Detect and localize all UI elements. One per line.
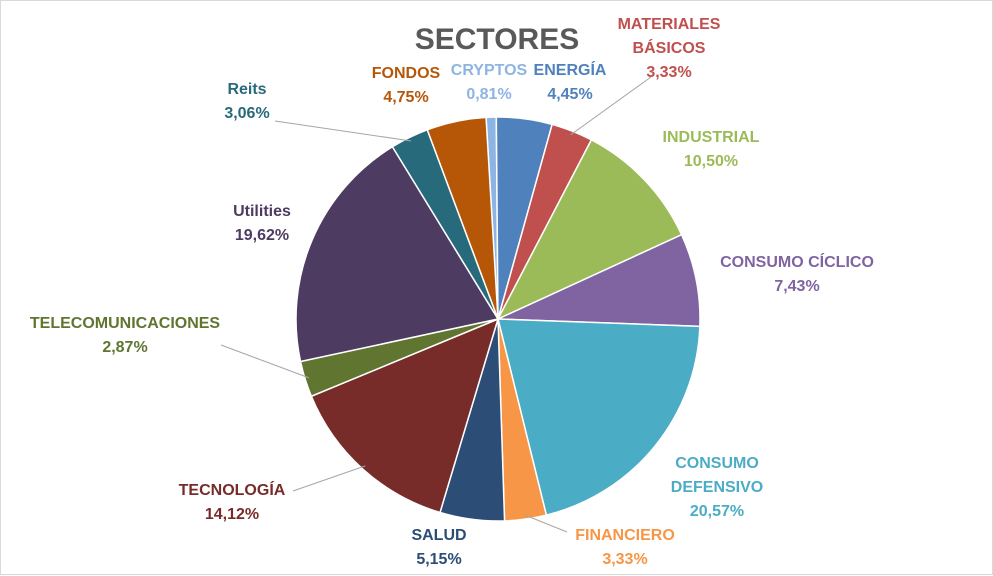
slice-percent: 3,33% (646, 64, 691, 81)
chart-title: SECTORES (415, 23, 580, 56)
slice-name: ENERGÍA (534, 60, 607, 79)
slice-label: CRYPTOS 0,81% (451, 62, 528, 103)
slice-percent: 14,12% (205, 506, 259, 523)
leader-line (220, 344, 310, 379)
pie-slice-fondos (426, 116, 499, 320)
slice-percent: 19,62% (235, 227, 289, 244)
slice-name: MATERIALES (618, 16, 721, 33)
slice-name: TECNOLOGÍA (179, 480, 286, 499)
slice-label: ENERGÍA 4,45% (534, 60, 607, 103)
slice-name: DEFENSIVO (671, 479, 763, 496)
slice-percent: 0,81% (466, 86, 511, 103)
slice-label: TELECOMUNICACIONES 2,87% (30, 315, 221, 356)
slice-label: INDUSTRIAL 10,50% (663, 129, 760, 170)
slice-label: Reits 3,06% (224, 81, 269, 122)
slice-percent: 20,57% (690, 503, 744, 520)
slice-labels: CRYPTOS 0,81% ENERGÍA 4,45% MATERIALES BÁSICO… (30, 16, 874, 568)
slice-name: BÁSICOS (633, 38, 706, 57)
slice-percent: 7,43% (774, 278, 819, 295)
slice-label: TECNOLOGÍA 14,12% (179, 480, 286, 523)
pie-slice-consumo-defensivo (497, 318, 701, 517)
pie-slice-tecnología (310, 317, 500, 514)
slice-label: CONSUMO DEFENSIVO 20,57% (671, 455, 763, 520)
slice-name: CONSUMO (675, 455, 759, 472)
slice-name: SALUD (411, 527, 466, 544)
slice-percent: 4,75% (383, 89, 428, 106)
slice-percent: 3,33% (602, 551, 647, 568)
slice-name: Reits (227, 81, 266, 98)
slice-percent: 10,50% (684, 153, 738, 170)
leader-line (524, 514, 568, 533)
slice-label: SALUD 5,15% (411, 527, 466, 568)
leader-line (570, 76, 652, 136)
slice-name: CONSUMO CÍCLICO (720, 252, 874, 271)
slice-label: FONDOS 4,75% (372, 65, 441, 106)
pie-slice-industrial (496, 138, 683, 321)
pie-slice-utilities (295, 145, 500, 363)
slice-name: INDUSTRIAL (663, 129, 760, 146)
slice-label: MATERIALES BÁSICOS 3,33% (618, 16, 721, 81)
leader-line (274, 120, 412, 142)
slice-percent: 3,06% (224, 105, 269, 122)
slice-percent: 2,87% (102, 339, 147, 356)
slice-name: FONDOS (372, 65, 441, 82)
slice-name: FINANCIERO (575, 527, 675, 544)
slice-label: FINANCIERO 3,33% (575, 527, 675, 568)
slice-name: Utilities (233, 203, 291, 220)
leader-line (292, 465, 366, 492)
slice-name: CRYPTOS (451, 62, 528, 79)
slice-percent: 4,45% (547, 86, 592, 103)
pie-slices (295, 116, 701, 522)
slice-percent: 5,15% (416, 551, 461, 568)
slice-label: Utilities 19,62% (233, 203, 291, 244)
slice-name: TELECOMUNICACIONES (30, 315, 221, 332)
leader-lines (220, 76, 652, 533)
slice-label: CONSUMO CÍCLICO 7,43% (720, 252, 874, 295)
